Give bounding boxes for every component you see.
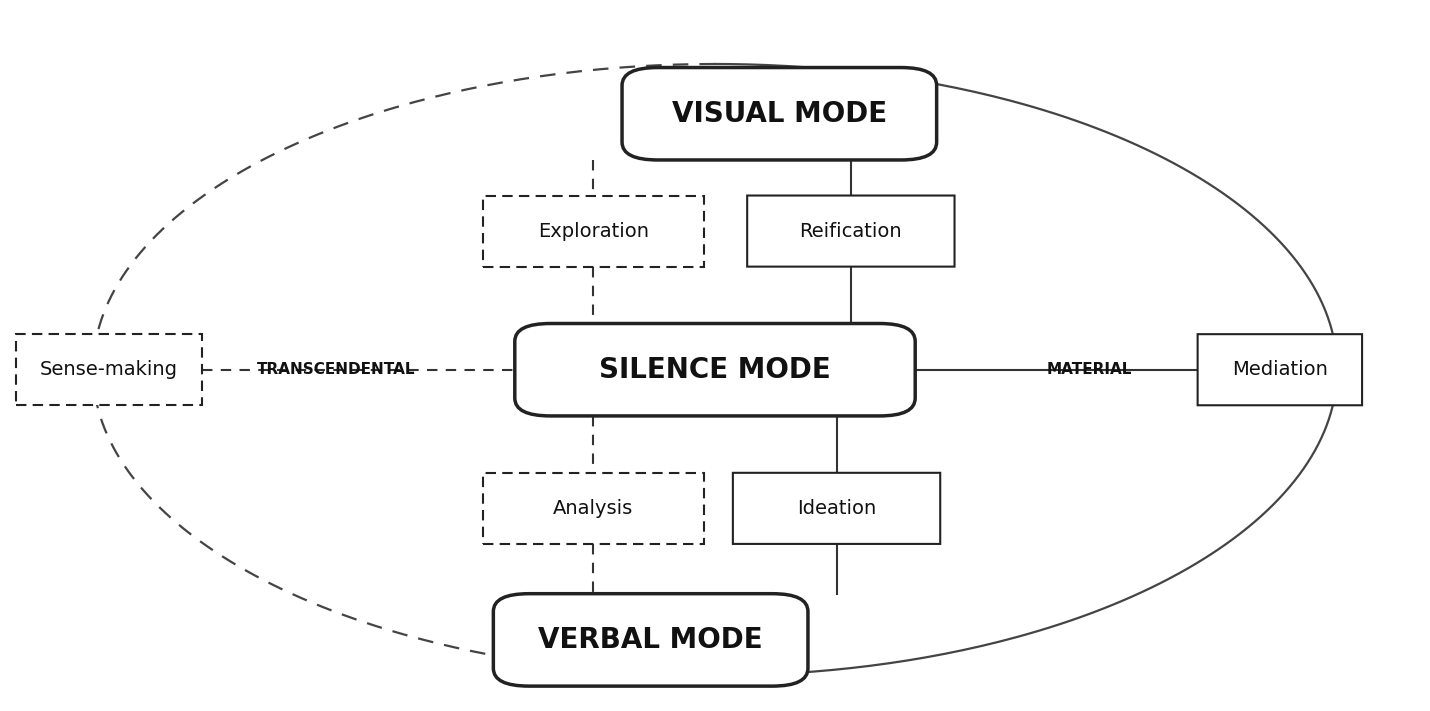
FancyBboxPatch shape [493,594,808,686]
Text: SILENCE MODE: SILENCE MODE [599,356,831,384]
Text: Ideation: Ideation [797,499,877,518]
Text: Sense-making: Sense-making [40,360,177,379]
Text: Exploration: Exploration [538,222,649,240]
Text: Mediation: Mediation [1231,360,1328,379]
FancyBboxPatch shape [515,324,915,416]
FancyBboxPatch shape [482,196,704,267]
FancyBboxPatch shape [16,334,202,405]
FancyBboxPatch shape [482,473,704,544]
Text: VISUAL MODE: VISUAL MODE [672,100,887,128]
FancyBboxPatch shape [622,68,937,160]
FancyBboxPatch shape [732,473,941,544]
Text: MATERIAL: MATERIAL [1047,362,1133,378]
FancyBboxPatch shape [746,196,955,267]
FancyBboxPatch shape [1198,334,1361,405]
Text: Analysis: Analysis [553,499,633,518]
Text: VERBAL MODE: VERBAL MODE [538,626,764,654]
Text: Reification: Reification [799,222,902,240]
Text: TRANSCENDENTAL: TRANSCENDENTAL [257,362,415,378]
